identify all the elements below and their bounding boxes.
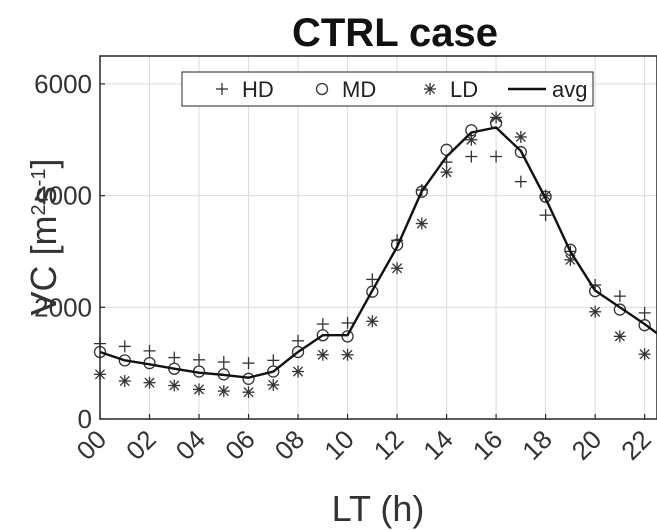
point-ld (292, 365, 305, 378)
x-tick-label: 18 (516, 424, 558, 466)
point-hd (168, 351, 181, 364)
legend-swatch-ld (424, 83, 436, 95)
x-tick-label: 14 (417, 424, 459, 466)
point-hd (143, 344, 156, 357)
point-ld (514, 130, 527, 143)
point-md (390, 238, 404, 251)
point-hd (514, 175, 527, 188)
series-line-avg (99, 126, 657, 379)
x-tick-label: 04 (170, 424, 212, 466)
x-tick-label: 22 (615, 424, 657, 466)
y-axis-label: VC [m2s-1] (23, 159, 64, 316)
legend-swatch-md (315, 82, 329, 96)
point-hd (539, 209, 552, 222)
point-md (366, 285, 379, 298)
point-ld (193, 383, 206, 396)
point-md (638, 319, 651, 332)
legend-entries: HD MD LD avg (216, 77, 587, 102)
x-tick-label: 20 (566, 424, 608, 466)
plot-area (93, 111, 657, 399)
point-ld (316, 348, 329, 361)
point-hd (217, 356, 230, 369)
axes-box (99, 55, 657, 420)
point-hd (613, 290, 626, 303)
point-ld (415, 217, 428, 230)
point-ld (440, 166, 453, 179)
point-hd (341, 316, 354, 329)
point-ld (267, 378, 280, 391)
grid (99, 56, 657, 420)
point-md (514, 145, 527, 159)
point-ld (391, 262, 404, 275)
point-ld (118, 375, 131, 388)
point-md (242, 372, 255, 385)
point-md (588, 284, 602, 298)
legend: HD MD LD avg (181, 71, 594, 107)
x-tick-label: 10 (318, 424, 360, 466)
x-tick-label: 06 (219, 424, 261, 466)
legend-label-md: MD (342, 77, 376, 102)
x-axis-label: LT (h) (332, 488, 425, 529)
x-tick-label: 16 (467, 424, 509, 466)
point-ld (589, 305, 602, 318)
point-md (291, 345, 305, 359)
point-hd (242, 357, 255, 370)
point-hd (316, 318, 329, 331)
point-hd (267, 354, 280, 367)
legend-label-avg: avg (552, 77, 587, 102)
y-tick-label: 2000 (34, 292, 92, 322)
point-hd (292, 334, 305, 347)
point-ld (143, 376, 156, 389)
y-tick-label: 4000 (34, 181, 92, 211)
point-hd (465, 150, 478, 163)
point-ld (217, 385, 230, 398)
legend-label-ld: LD (450, 77, 478, 102)
point-md (415, 185, 428, 198)
x-tick-label: 08 (269, 424, 311, 466)
point-hd (118, 340, 131, 353)
x-axis-ticks: 00 02 04 06 08 10 12 14 16 18 20 22 (71, 414, 657, 466)
point-hd (638, 306, 651, 319)
point-hd (193, 353, 206, 366)
point-ld (638, 348, 651, 361)
point-md (267, 365, 280, 378)
point-ld (613, 330, 626, 343)
point-hd (366, 273, 379, 286)
chart-title: CTRL case (292, 11, 498, 55)
y-tick-label: 6000 (34, 69, 92, 99)
point-ld (168, 379, 181, 392)
x-tick-label: 02 (120, 424, 162, 466)
y-tick-label: 0 (78, 404, 92, 434)
point-hd (490, 150, 503, 163)
point-ld (341, 348, 354, 361)
point-ld (366, 315, 379, 328)
legend-swatch-hd (216, 83, 228, 95)
point-ld (490, 111, 503, 124)
point-md (613, 303, 627, 316)
x-tick-label: 12 (368, 424, 410, 466)
point-ld (242, 386, 255, 399)
legend-label-hd: HD (242, 77, 274, 102)
y-axis-ticks: 0 2000 4000 6000 (34, 69, 105, 434)
